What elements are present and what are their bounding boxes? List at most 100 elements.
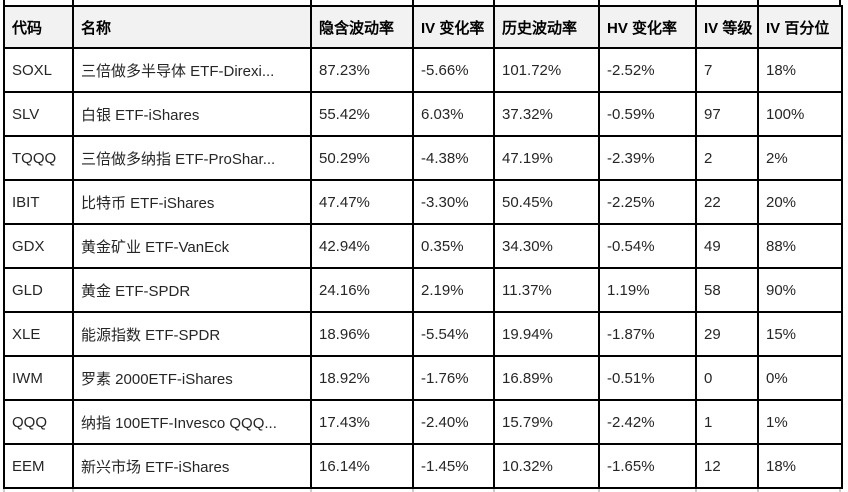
cell-iv_rank: 49 bbox=[695, 223, 759, 269]
cell-hv_change: -1.87% bbox=[598, 311, 697, 357]
cell-hv: 37.32% bbox=[493, 91, 600, 137]
cell-name: 新兴市场 ETF-iShares bbox=[72, 443, 312, 489]
cell-hv_change: -2.25% bbox=[598, 179, 697, 225]
cropped-row-below bbox=[0, 489, 848, 492]
cell-hv_change: -0.51% bbox=[598, 355, 697, 401]
cell-iv_rank: 22 bbox=[695, 179, 759, 225]
cell-iv: 87.23% bbox=[310, 47, 414, 93]
table-row-gld[interactable]: GLD 黄金 ETF-SPDR 24.16% 2.19% 11.37% 1.19% 58 90… bbox=[3, 267, 843, 313]
cropped-grid-line bbox=[695, 0, 697, 5]
table-row-ibit[interactable]: IBIT 比特币 ETF-iShares 47.47% -3.30% 50.45% -2.… bbox=[3, 179, 843, 225]
cell-name: 罗素 2000ETF-iShares bbox=[72, 355, 312, 401]
column-header-iv_change[interactable]: IV 变化率 bbox=[412, 5, 495, 49]
cell-code: EEM bbox=[3, 443, 74, 489]
table-row-soxl[interactable]: SOXL 三倍做多半导体 ETF-Direxi... 87.23% -5.66% 101… bbox=[3, 47, 843, 93]
cell-name: 能源指数 ETF-SPDR bbox=[72, 311, 312, 357]
cell-hv_change: -2.42% bbox=[598, 399, 697, 445]
cell-iv_rank: 58 bbox=[695, 267, 759, 313]
cell-code: SLV bbox=[3, 91, 74, 137]
cropped-grid-line bbox=[839, 489, 841, 492]
cropped-grid-line bbox=[3, 489, 5, 492]
cell-iv_percentile: 88% bbox=[757, 223, 843, 269]
cell-iv_change: -5.66% bbox=[412, 47, 495, 93]
column-header-iv_percentile[interactable]: IV 百分位 bbox=[757, 5, 843, 49]
cell-code: SOXL bbox=[3, 47, 74, 93]
cell-code: IBIT bbox=[3, 179, 74, 225]
table-row-iwm[interactable]: IWM 罗素 2000ETF-iShares 18.92% -1.76% 16.89% -… bbox=[3, 355, 843, 401]
cell-code: XLE bbox=[3, 311, 74, 357]
cell-hv: 19.94% bbox=[493, 311, 600, 357]
cell-iv_rank: 0 bbox=[695, 355, 759, 401]
cell-iv: 47.47% bbox=[310, 179, 414, 225]
cell-iv_change: 0.35% bbox=[412, 223, 495, 269]
column-header-iv[interactable]: 隐含波动率 bbox=[310, 5, 414, 49]
cell-hv: 101.72% bbox=[493, 47, 600, 93]
cell-iv_percentile: 18% bbox=[757, 443, 843, 489]
column-header-code[interactable]: 代码 bbox=[3, 5, 74, 49]
cell-hv_change: -0.54% bbox=[598, 223, 697, 269]
cell-hv: 16.89% bbox=[493, 355, 600, 401]
cell-iv: 50.29% bbox=[310, 135, 414, 181]
column-header-hv_change[interactable]: HV 变化率 bbox=[598, 5, 697, 49]
column-header-name[interactable]: 名称 bbox=[72, 5, 312, 49]
cropped-grid-line bbox=[757, 489, 759, 492]
cell-iv_rank: 7 bbox=[695, 47, 759, 93]
table-row-eem[interactable]: EEM 新兴市场 ETF-iShares 16.14% -1.45% 10.32% -1.… bbox=[3, 443, 843, 489]
table-row-tqqq[interactable]: TQQQ 三倍做多纳指 ETF-ProShar... 50.29% -4.38% 47.… bbox=[3, 135, 843, 181]
cell-name: 三倍做多纳指 ETF-ProShar... bbox=[72, 135, 312, 181]
cell-name: 黄金矿业 ETF-VanEck bbox=[72, 223, 312, 269]
cell-iv_change: -1.76% bbox=[412, 355, 495, 401]
table-row-xle[interactable]: XLE 能源指数 ETF-SPDR 18.96% -5.54% 19.94% -1.87%… bbox=[3, 311, 843, 357]
cropped-grid-line bbox=[757, 0, 759, 5]
cell-hv_change: -0.59% bbox=[598, 91, 697, 137]
table-row-qqq[interactable]: QQQ 纳指 100ETF-Invesco QQQ... 17.43% -2.40% 1… bbox=[3, 399, 843, 445]
cell-iv_change: -4.38% bbox=[412, 135, 495, 181]
cell-code: GDX bbox=[3, 223, 74, 269]
cell-iv_rank: 1 bbox=[695, 399, 759, 445]
cell-hv_change: -2.52% bbox=[598, 47, 697, 93]
cropped-grid-line bbox=[72, 0, 74, 5]
cell-iv: 24.16% bbox=[310, 267, 414, 313]
header-row: 代码 名称 隐含波动率 IV 变化率 历史波动率 HV 变化率 IV 等级 IV 百分位 bbox=[3, 5, 843, 49]
cropped-grid-line bbox=[598, 489, 600, 492]
cell-iv_percentile: 15% bbox=[757, 311, 843, 357]
cell-hv_change: 1.19% bbox=[598, 267, 697, 313]
cropped-grid-line bbox=[412, 0, 414, 5]
cropped-grid-line bbox=[310, 0, 312, 5]
cell-iv_rank: 29 bbox=[695, 311, 759, 357]
cell-code: TQQQ bbox=[3, 135, 74, 181]
cell-name: 黄金 ETF-SPDR bbox=[72, 267, 312, 313]
cell-iv: 55.42% bbox=[310, 91, 414, 137]
cropped-grid-line bbox=[412, 489, 414, 492]
cell-code: QQQ bbox=[3, 399, 74, 445]
cell-iv_percentile: 100% bbox=[757, 91, 843, 137]
cropped-grid-line bbox=[598, 0, 600, 5]
cell-iv: 18.96% bbox=[310, 311, 414, 357]
cell-hv: 34.30% bbox=[493, 223, 600, 269]
cell-iv_change: -2.40% bbox=[412, 399, 495, 445]
cell-iv_percentile: 90% bbox=[757, 267, 843, 313]
cell-hv: 47.19% bbox=[493, 135, 600, 181]
cell-iv: 42.94% bbox=[310, 223, 414, 269]
cell-code: GLD bbox=[3, 267, 74, 313]
cell-iv_change: 6.03% bbox=[412, 91, 495, 137]
cell-name: 白银 ETF-iShares bbox=[72, 91, 312, 137]
column-header-iv_rank[interactable]: IV 等级 bbox=[695, 5, 759, 49]
cell-hv_change: -1.65% bbox=[598, 443, 697, 489]
cell-iv_change: -5.54% bbox=[412, 311, 495, 357]
cropped-grid-line bbox=[493, 0, 495, 5]
cell-iv_rank: 2 bbox=[695, 135, 759, 181]
column-header-hv[interactable]: 历史波动率 bbox=[493, 5, 600, 49]
cell-iv_change: -3.30% bbox=[412, 179, 495, 225]
table-row-gdx[interactable]: GDX 黄金矿业 ETF-VanEck 42.94% 0.35% 34.30% -0.54… bbox=[3, 223, 843, 269]
table-body: SOXL 三倍做多半导体 ETF-Direxi... 87.23% -5.66% 101… bbox=[3, 47, 843, 489]
etf-volatility-table: 代码 名称 隐含波动率 IV 变化率 历史波动率 HV 变化率 IV 等级 IV 百分位 SO… bbox=[3, 5, 843, 489]
cell-iv_change: -1.45% bbox=[412, 443, 495, 489]
cell-hv: 10.32% bbox=[493, 443, 600, 489]
cell-iv: 16.14% bbox=[310, 443, 414, 489]
cell-iv_percentile: 18% bbox=[757, 47, 843, 93]
cell-iv_change: 2.19% bbox=[412, 267, 495, 313]
cell-iv_percentile: 0% bbox=[757, 355, 843, 401]
table-row-slv[interactable]: SLV 白银 ETF-iShares 55.42% 6.03% 37.32% -0.59%… bbox=[3, 91, 843, 137]
cell-code: IWM bbox=[3, 355, 74, 401]
